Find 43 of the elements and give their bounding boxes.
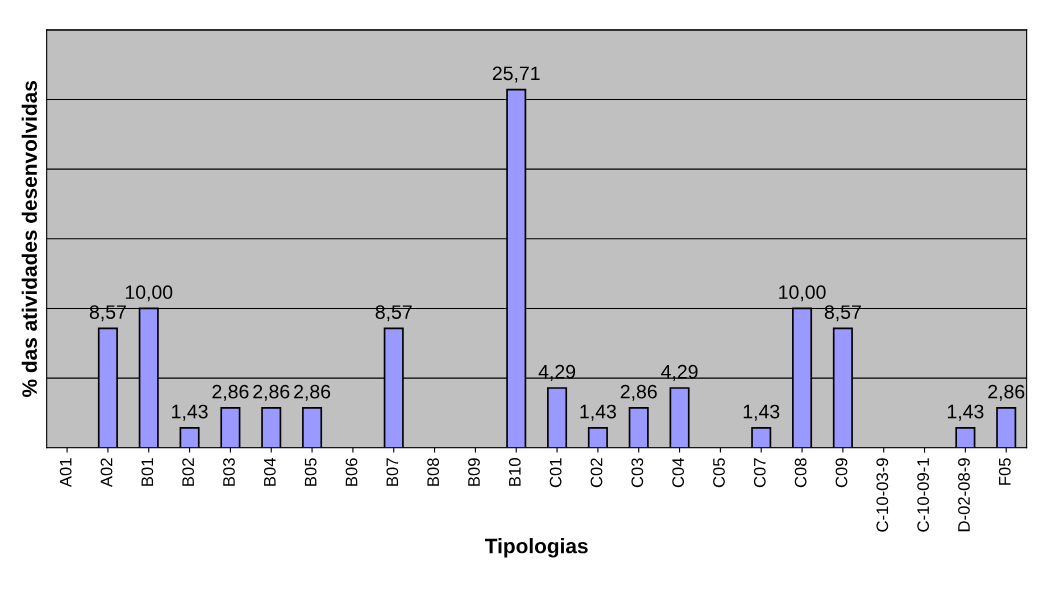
- x-tick-label: B08: [427, 458, 440, 486]
- data-label: 2,86: [212, 384, 249, 401]
- data-label: 25,71: [492, 66, 540, 83]
- data-label: 2,86: [253, 384, 290, 401]
- data-label: 4,29: [538, 364, 576, 381]
- data-label: 1,43: [743, 404, 780, 421]
- x-tick-label: A01: [59, 458, 72, 488]
- x-tick-label: B02: [182, 458, 195, 486]
- data-label: 2,86: [988, 384, 1025, 401]
- x-tick-label: B09: [468, 458, 480, 486]
- x-tick-label: B05: [304, 458, 317, 486]
- x-tick-label: B10: [508, 458, 521, 486]
- x-tick-label: D-02-08-9: [958, 458, 970, 532]
- x-axis-title: Tipologias: [484, 538, 588, 558]
- x-tick-label: B03: [223, 458, 235, 486]
- x-tick-label: C-10-03-9: [876, 458, 889, 532]
- x-tick-label: B04: [263, 457, 276, 486]
- x-tick-label: C05: [713, 458, 725, 488]
- x-tick-label: B01: [141, 458, 154, 486]
- data-label: 8,57: [89, 305, 126, 322]
- data-label: 1,43: [172, 404, 208, 421]
- data-label: 2,86: [294, 384, 331, 401]
- data-label: 8,57: [824, 305, 861, 322]
- data-label: 2,86: [620, 384, 657, 401]
- x-tick-label: C03: [631, 458, 644, 488]
- x-tick-label: C07: [753, 458, 766, 488]
- data-label: 4,29: [661, 364, 698, 381]
- x-tick-label: C02: [590, 458, 603, 488]
- x-tick-label: C04: [672, 457, 685, 488]
- data-label: 1,43: [947, 404, 984, 421]
- data-label: 10,00: [125, 285, 173, 302]
- data-label: 1,43: [580, 404, 616, 421]
- x-tick-label: C-10-09-1: [917, 458, 930, 532]
- x-tick-label: A02: [100, 458, 113, 488]
- data-label: 8,57: [375, 305, 412, 322]
- x-tick-label: F05: [998, 458, 1011, 485]
- x-tick-label: B07: [386, 458, 399, 486]
- y-axis-title: % das atividades desenvolvidas: [21, 81, 37, 397]
- x-tick-label: C08: [794, 458, 807, 488]
- x-tick-label: C01: [549, 458, 562, 488]
- x-tick-label: B06: [345, 458, 358, 486]
- data-label: 10,00: [779, 285, 826, 302]
- x-tick-label: C09: [835, 458, 848, 488]
